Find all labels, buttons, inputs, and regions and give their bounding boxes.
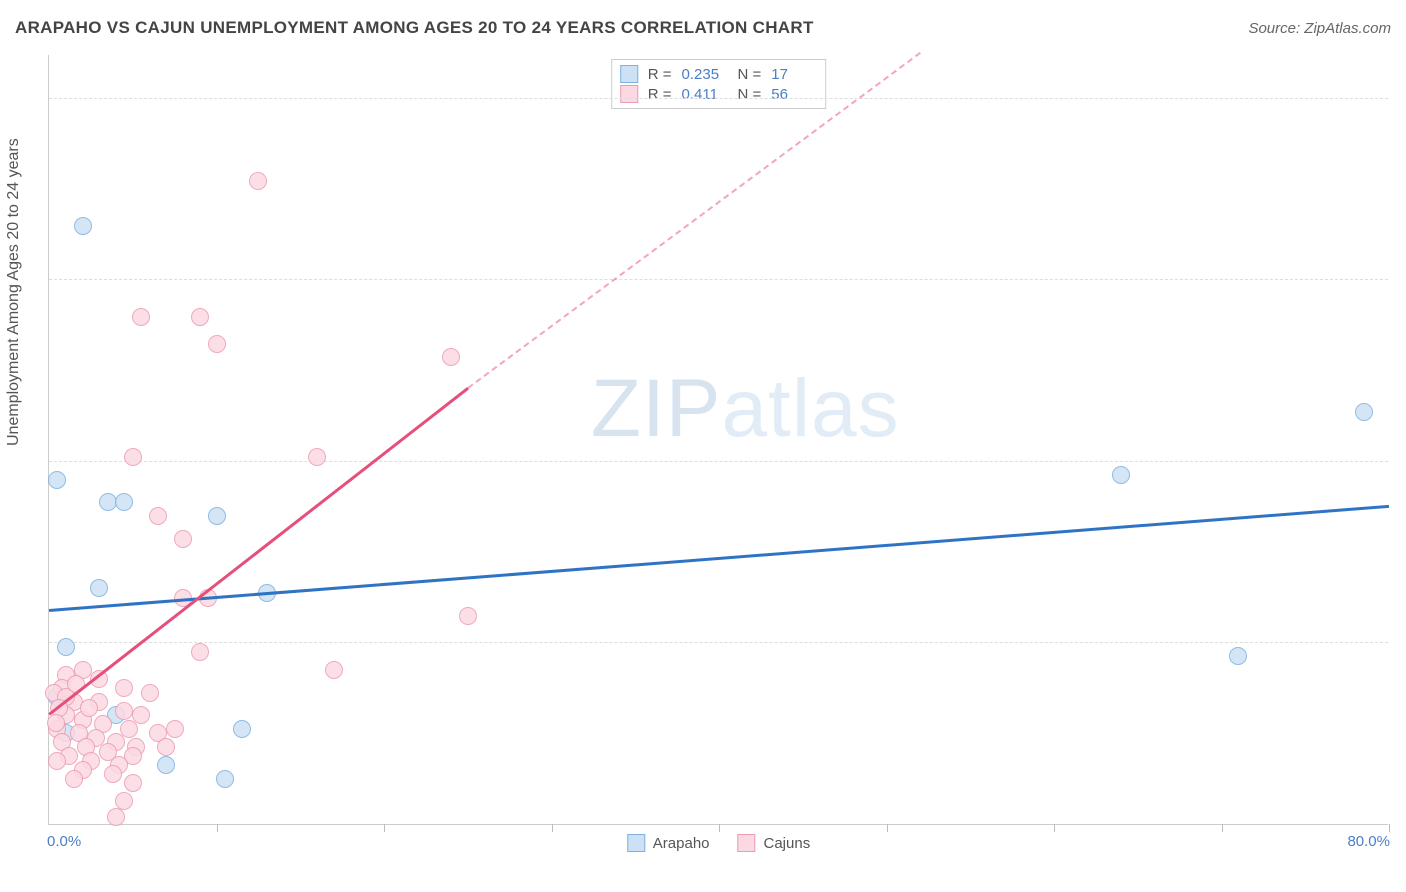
chart-header: ARAPAHO VS CAJUN UNEMPLOYMENT AMONG AGES… [15,18,1391,38]
data-point [141,684,159,702]
watermark-bold: ZIP [591,363,722,454]
data-point [132,308,150,326]
data-point [166,720,184,738]
legend-item: Arapaho [627,834,710,852]
data-point [74,217,92,235]
chart-legend: Arapaho Cajuns [627,834,810,852]
x-tick [552,824,553,832]
data-point [124,448,142,466]
data-point [80,699,98,717]
data-point [157,756,175,774]
source-attribution: Source: ZipAtlas.com [1248,20,1391,37]
data-point [249,172,267,190]
stat-row: R = 0.411 N = 56 [620,84,818,104]
x-axis-start-label: 0.0% [47,833,81,850]
stat-n-value: 17 [771,66,817,83]
y-axis-label: Unemployment Among Ages 20 to 24 years [5,138,23,446]
data-point [149,507,167,525]
x-tick [384,824,385,832]
legend-label: Arapaho [653,835,710,852]
stat-r-label: R = [648,66,672,83]
data-point [1355,403,1373,421]
chart-title: ARAPAHO VS CAJUN UNEMPLOYMENT AMONG AGES… [15,18,814,38]
data-point [208,507,226,525]
legend-item: Cajuns [738,834,811,852]
data-point [325,661,343,679]
scatter-chart: ZIPatlas R = 0.235 N = 17 R = 0.411 N = … [48,55,1388,825]
data-point [191,308,209,326]
watermark-light: atlas [721,363,899,454]
legend-swatch [627,834,645,852]
stat-r-value: 0.235 [682,66,728,83]
watermark: ZIPatlas [591,362,900,456]
data-point [48,752,66,770]
data-point [120,720,138,738]
stat-n-label: N = [738,86,762,103]
data-point [459,607,477,625]
data-point [48,471,66,489]
gridline [49,279,1388,280]
x-tick [1389,824,1390,832]
x-tick [719,824,720,832]
data-point [107,808,125,826]
data-point [47,714,65,732]
data-point [124,774,142,792]
data-point [115,679,133,697]
gridline [49,98,1388,99]
stat-r-label: R = [648,86,672,103]
legend-label: Cajuns [764,835,811,852]
data-point [233,720,251,738]
trend-line [48,387,468,715]
data-point [174,530,192,548]
data-point [115,493,133,511]
stat-r-value: 0.411 [682,86,728,103]
gridline [49,461,1388,462]
stat-n-label: N = [738,66,762,83]
x-tick [1054,824,1055,832]
series-swatch [620,85,638,103]
stat-n-value: 56 [771,86,817,103]
series-swatch [620,65,638,83]
correlation-stats-box: R = 0.235 N = 17 R = 0.411 N = 56 [611,59,827,109]
data-point [90,579,108,597]
data-point [1112,466,1130,484]
data-point [99,493,117,511]
x-tick [1222,824,1223,832]
data-point [216,770,234,788]
x-tick [217,824,218,832]
data-point [442,348,460,366]
data-point [104,765,122,783]
stat-row: R = 0.235 N = 17 [620,64,818,84]
x-tick [887,824,888,832]
data-point [57,638,75,656]
data-point [1229,647,1247,665]
data-point [115,702,133,720]
data-point [157,738,175,756]
data-point [65,770,83,788]
data-point [191,643,209,661]
legend-swatch [738,834,756,852]
data-point [208,335,226,353]
x-axis-end-label: 80.0% [1347,833,1390,850]
gridline [49,642,1388,643]
data-point [308,448,326,466]
